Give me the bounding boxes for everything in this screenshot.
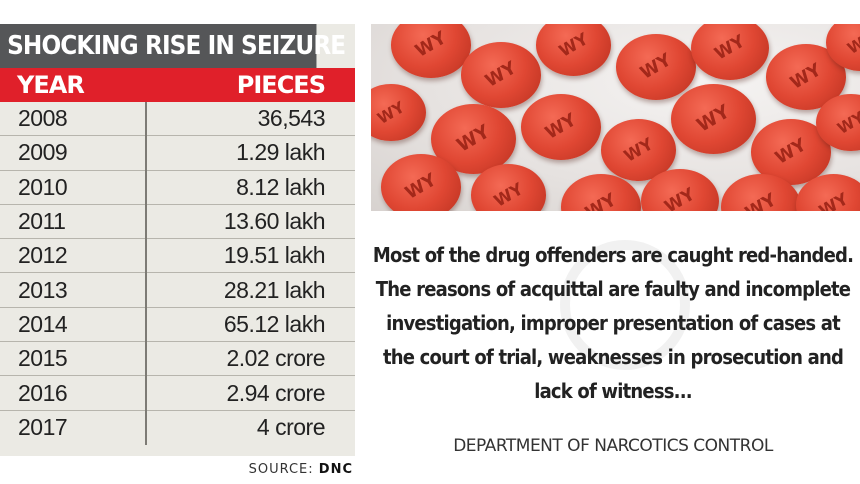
year-cell: 2016 — [18, 379, 68, 406]
watermark-logo — [560, 240, 690, 370]
pill-marking: WY — [661, 184, 699, 211]
pill-marking: WY — [711, 31, 749, 65]
quote-text: Most of the drug offenders are caught re… — [366, 238, 860, 408]
pill: WY — [471, 164, 546, 211]
pill: WY — [521, 94, 601, 160]
pill-marking: WY — [374, 97, 408, 128]
pieces-cell: 36,543 — [257, 105, 326, 132]
pieces-cell: 65.12 lakh — [223, 310, 326, 337]
column-header-year: YEAR — [17, 71, 85, 99]
year-cell: 2015 — [18, 345, 68, 372]
pieces-cell: 1.29 lakh — [236, 139, 325, 166]
pill: WY — [561, 174, 641, 211]
pieces-cell: 19.51 lakh — [223, 242, 326, 269]
table-row: 2011 13.60 lakh — [0, 205, 355, 240]
table-row: 2014 65.12 lakh — [0, 308, 355, 343]
pill: WY — [461, 42, 541, 108]
pill: WY — [671, 84, 756, 154]
year-cell: 2013 — [18, 276, 68, 303]
pill-marking: WY — [834, 107, 860, 138]
table-row: 2015 2.02 crore — [0, 342, 355, 377]
pill: WY — [816, 94, 860, 152]
column-header-pieces: PIECES — [236, 71, 326, 99]
pieces-cell: 4 crore — [256, 414, 326, 441]
pill-marking: WY — [637, 50, 675, 84]
year-cell: 2012 — [18, 242, 68, 269]
source-value: DNC — [318, 462, 353, 477]
table-row: 2008 36,543 — [0, 102, 355, 137]
quote-attribution: DEPARTMENT OF NARCOTICS CONTROL — [453, 436, 773, 456]
pill-marking: WY — [555, 28, 592, 61]
source-credit: SOURCE: DNC — [0, 456, 355, 484]
pieces-cell: 13.60 lakh — [223, 208, 326, 235]
pill-marking: WY — [490, 178, 527, 211]
year-cell: 2014 — [18, 310, 68, 337]
pill: WY — [721, 174, 801, 211]
pill-marking: WY — [620, 133, 657, 166]
quote-line: The reasons of acquittal are faulty and … — [375, 277, 851, 301]
pill-marking: WY — [742, 190, 780, 211]
table-row: 2016 2.94 crore — [0, 376, 355, 411]
year-cell: 2017 — [18, 414, 68, 441]
pill: WY — [826, 24, 860, 72]
quote-line: lack of witness... — [534, 379, 692, 403]
pill: WY — [536, 24, 611, 76]
pill-marking: WY — [542, 110, 580, 144]
year-cell: 2010 — [18, 173, 68, 200]
source-label: SOURCE: — [248, 462, 314, 477]
pill: WY — [381, 154, 461, 211]
pill-marking: WY — [844, 27, 860, 58]
year-cell: 2011 — [18, 208, 66, 235]
pill: WY — [641, 169, 719, 211]
pieces-cell: 2.02 crore — [226, 345, 325, 372]
quote-line: investigation, improper presentation of … — [386, 311, 841, 335]
pill: WY — [691, 24, 769, 80]
pill: WY — [371, 84, 426, 142]
pieces-cell: 2.94 crore — [226, 379, 325, 406]
table-header: YEAR PIECES — [0, 68, 355, 102]
seizure-table: SHOCKING RISE IN SEIZURE YEAR PIECES 200… — [0, 24, 355, 456]
table-body: 2008 36,543 2009 1.29 lakh 2010 8.12 lakh 2… — [0, 102, 355, 445]
table-row: 2013 28.21 lakh — [0, 273, 355, 308]
pill-marking: WY — [693, 101, 734, 137]
pill-marking: WY — [815, 188, 852, 211]
pills-photo: WY WY WY WY WY WY WY WY WY WY WY WY WY WY WY WY WY WY WY WY — [371, 24, 860, 211]
pill: WY — [601, 119, 676, 181]
table-row: 2010 8.12 lakh — [0, 171, 355, 205]
pill-marking: WY — [582, 190, 620, 211]
pill: WY — [391, 24, 471, 78]
quote-line: Most of the drug offenders are caught re… — [372, 243, 854, 267]
pill-marking: WY — [412, 28, 450, 62]
table-title: SHOCKING RISE IN SEIZURE — [0, 24, 346, 68]
table-row: 2009 1.29 lakh — [0, 136, 355, 171]
pieces-cell: 28.21 lakh — [223, 276, 326, 303]
quote-line: the court of trial, weaknesses in prosec… — [382, 345, 844, 369]
column-divider — [145, 102, 147, 445]
table-row: 2017 4 crore — [0, 411, 355, 445]
year-cell: 2009 — [18, 139, 68, 166]
pill-marking: WY — [402, 170, 440, 204]
pill-marking: WY — [482, 58, 520, 92]
pieces-cell: 8.12 lakh — [236, 173, 325, 200]
year-cell: 2008 — [18, 105, 68, 132]
pill: WY — [616, 34, 696, 100]
table-row: 2012 19.51 lakh — [0, 239, 355, 274]
